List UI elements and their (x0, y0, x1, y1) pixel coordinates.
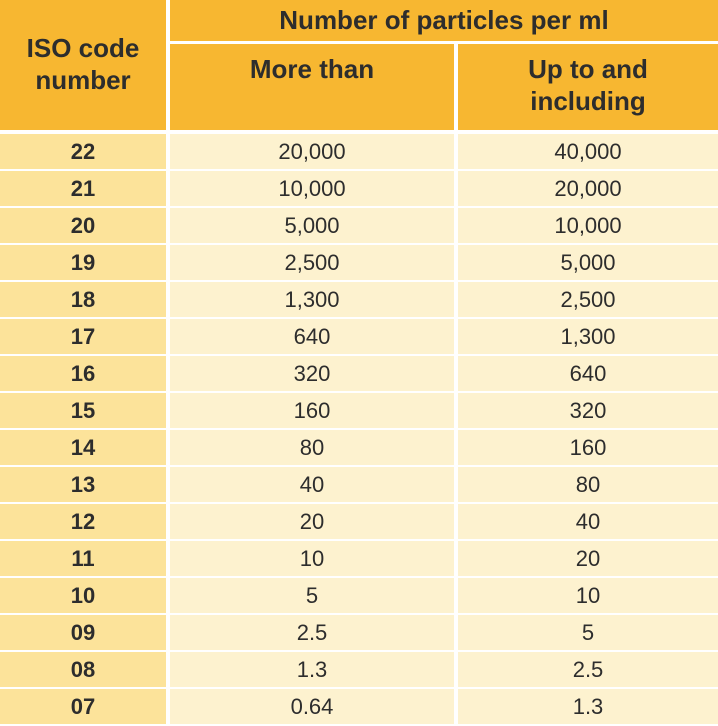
up-to-header-line1: Up to and (528, 54, 648, 84)
iso-code-cell: 22 (0, 134, 166, 169)
iso-code-cell: 14 (0, 430, 166, 465)
up-to-cell: 320 (458, 393, 718, 428)
iso-code-cell: 12 (0, 504, 166, 539)
more-than-cell: 10,000 (170, 171, 454, 206)
table-row: 15 160 320 (0, 393, 718, 428)
up-to-cell: 640 (458, 356, 718, 391)
up-to-cell: 160 (458, 430, 718, 465)
iso-code-cell: 07 (0, 689, 166, 724)
table-row: 17 640 1,300 (0, 319, 718, 354)
iso-code-cell: 13 (0, 467, 166, 502)
up-to-cell: 10,000 (458, 208, 718, 243)
table-body: 22 20,000 40,000 21 10,000 20,000 20 5,000 10,00… (0, 134, 718, 726)
more-than-cell: 2,500 (170, 245, 454, 280)
more-than-cell: 640 (170, 319, 454, 354)
table-row: 19 2,500 5,000 (0, 245, 718, 280)
iso-code-cell: 15 (0, 393, 166, 428)
table-row: 08 1.3 2.5 (0, 652, 718, 687)
iso-code-cell: 11 (0, 541, 166, 576)
more-than-cell: 2.5 (170, 615, 454, 650)
more-than-cell: 5 (170, 578, 454, 613)
more-than-cell: 0.64 (170, 689, 454, 724)
table-row: 20 5,000 10,000 (0, 208, 718, 243)
more-than-cell: 1,300 (170, 282, 454, 317)
iso-code-cell: 09 (0, 615, 166, 650)
table-row: 16 320 640 (0, 356, 718, 391)
more-than-cell: 1.3 (170, 652, 454, 687)
iso-code-cell: 16 (0, 356, 166, 391)
more-than-cell: 5,000 (170, 208, 454, 243)
table-row: 09 2.5 5 (0, 615, 718, 650)
iso-code-cell: 19 (0, 245, 166, 280)
up-to-cell: 80 (458, 467, 718, 502)
table-row: 18 1,300 2,500 (0, 282, 718, 317)
particles-per-ml-header: Number of particles per ml (170, 0, 718, 44)
more-than-header: More than (249, 54, 375, 84)
up-to-cell: 5,000 (458, 245, 718, 280)
more-than-cell: 80 (170, 430, 454, 465)
header-divider (166, 0, 170, 130)
up-to-cell: 40 (458, 504, 718, 539)
iso-code-cell: 18 (0, 282, 166, 317)
table-row: 22 20,000 40,000 (0, 134, 718, 169)
up-to-cell: 2,500 (458, 282, 718, 317)
table-row: 14 80 160 (0, 430, 718, 465)
iso-code-header-line1: ISO code (26, 33, 140, 64)
iso-code-cell: 20 (0, 208, 166, 243)
up-to-cell: 20 (458, 541, 718, 576)
more-than-cell: 20 (170, 504, 454, 539)
iso-code-cell: 08 (0, 652, 166, 687)
table-row: 10 5 10 (0, 578, 718, 613)
header-divider (454, 44, 458, 130)
table-row: 21 10,000 20,000 (0, 171, 718, 206)
up-to-cell: 1.3 (458, 689, 718, 724)
table-row: 11 10 20 (0, 541, 718, 576)
more-than-cell: 160 (170, 393, 454, 428)
iso-code-header: ISO code number (0, 0, 166, 130)
up-to-cell: 5 (458, 615, 718, 650)
iso-code-cell: 10 (0, 578, 166, 613)
up-to-cell: 20,000 (458, 171, 718, 206)
up-to-cell: 1,300 (458, 319, 718, 354)
up-to-and-including-header: Up to and including (458, 44, 718, 130)
up-to-cell: 2.5 (458, 652, 718, 687)
more-than-cell: 10 (170, 541, 454, 576)
table-row: 12 20 40 (0, 504, 718, 539)
iso-code-cell: 21 (0, 171, 166, 206)
up-to-cell: 10 (458, 578, 718, 613)
more-than-cell: 20,000 (170, 134, 454, 169)
iso-code-header-line2: number (35, 65, 131, 95)
table-row: 07 0.64 1.3 (0, 689, 718, 724)
more-than-cell: 40 (170, 467, 454, 502)
up-to-header-line2: including (530, 85, 646, 116)
iso-code-cell: 17 (0, 319, 166, 354)
more-than-cell: 320 (170, 356, 454, 391)
table-header: ISO code number Number of particles per … (0, 0, 718, 130)
up-to-cell: 40,000 (458, 134, 718, 169)
table-row: 13 40 80 (0, 467, 718, 502)
